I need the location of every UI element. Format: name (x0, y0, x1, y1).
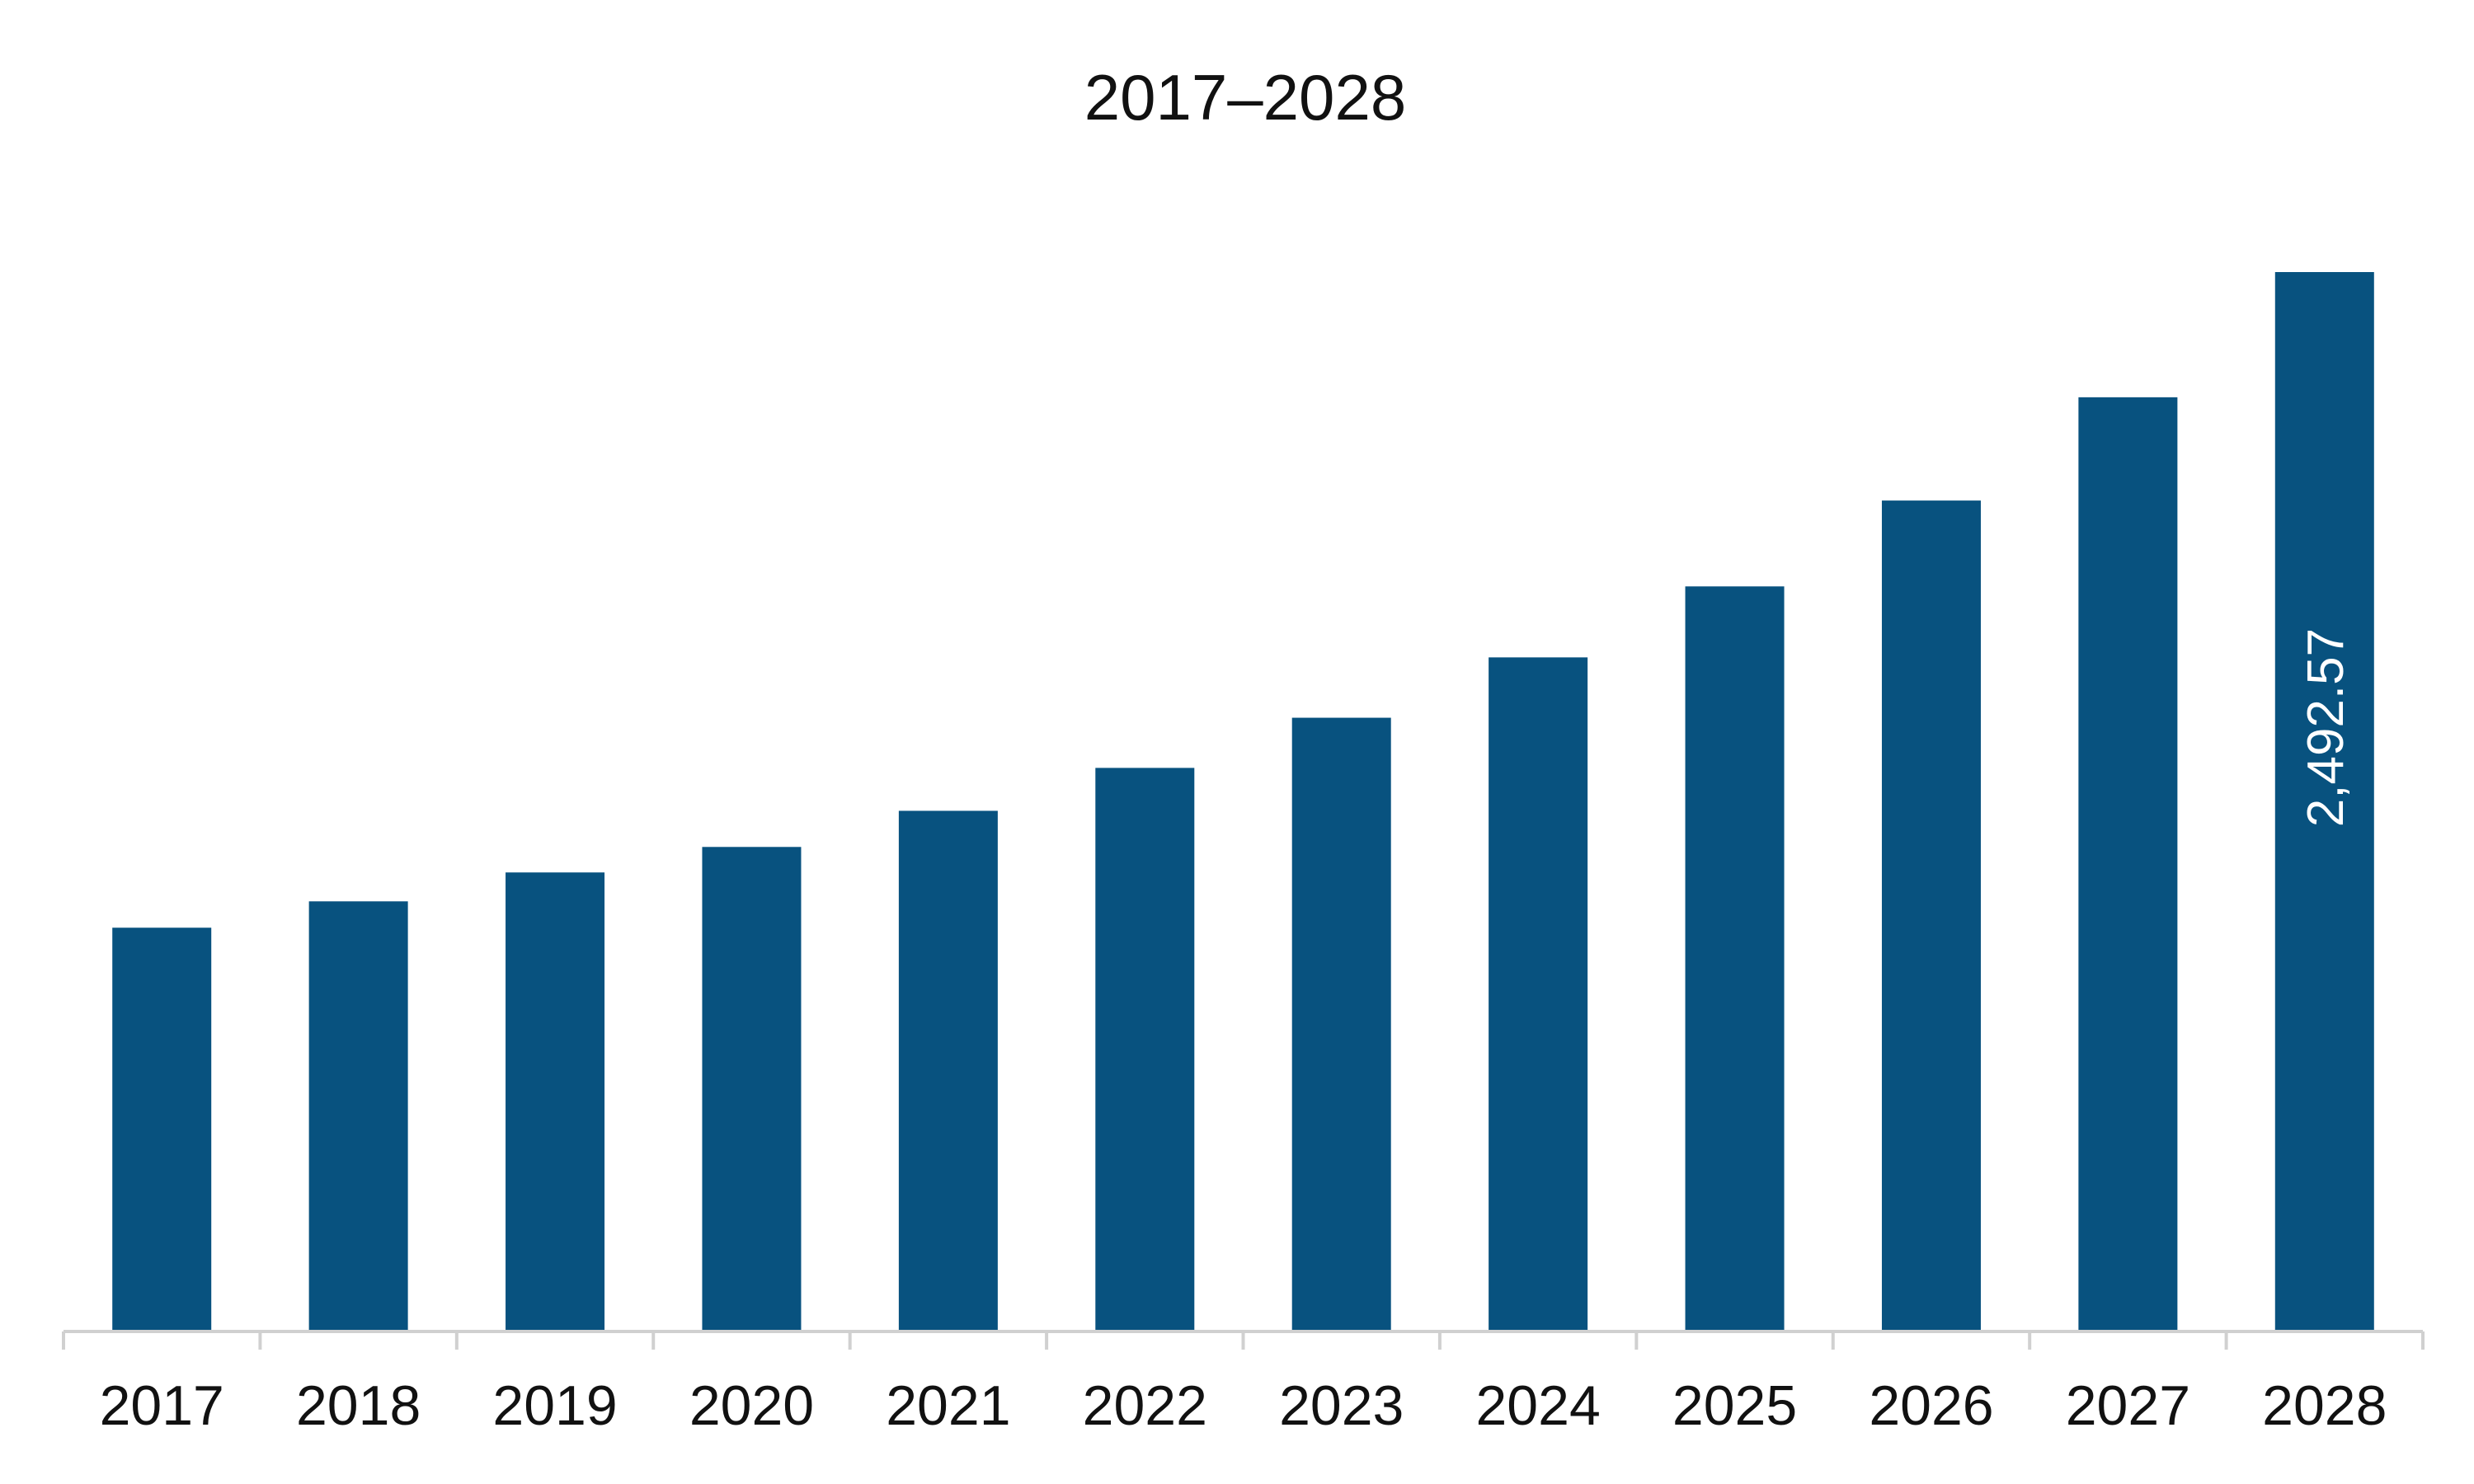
x-tick-label-2023: 2023 (1279, 1374, 1404, 1437)
bars-group (112, 272, 2374, 1331)
x-axis (62, 1330, 2425, 1350)
bar-2027 (2078, 397, 2178, 1331)
x-tick-label-2026: 2026 (1869, 1374, 1993, 1437)
bar-2018 (308, 901, 408, 1331)
bar-2021 (898, 810, 998, 1331)
bar-2022 (1095, 768, 1195, 1331)
x-tick-label-2021: 2021 (886, 1374, 1010, 1437)
bar-2023 (1291, 717, 1391, 1331)
data-label-2028: 2,492.57 (2298, 628, 2354, 827)
chart-title: 2017–2028 (1084, 61, 1406, 134)
x-tick-label-2020: 2020 (689, 1374, 814, 1437)
x-tick-label-2022: 2022 (1083, 1374, 1207, 1437)
bar-2028 (2274, 272, 2374, 1331)
x-tick-label-2028: 2028 (2262, 1374, 2387, 1437)
x-tick-label-2024: 2024 (1475, 1374, 1600, 1437)
bar-2024 (1489, 657, 1588, 1331)
bar-2025 (1685, 586, 1785, 1331)
bar-2019 (506, 872, 605, 1331)
x-tick-label-2018: 2018 (296, 1374, 421, 1437)
x-tick-label-2027: 2027 (2066, 1374, 2190, 1437)
bar-2017 (112, 928, 212, 1331)
bar-2020 (702, 847, 802, 1331)
labels-group: 2017 2018 2019 2020 2021 2022 2023 2024 2025 2026… (100, 628, 2387, 1437)
bar-2026 (1881, 500, 1981, 1331)
x-tick-label-2019: 2019 (492, 1374, 617, 1437)
x-tick-label-2017: 2017 (100, 1374, 224, 1437)
x-tick-label-2025: 2025 (1672, 1374, 1797, 1437)
